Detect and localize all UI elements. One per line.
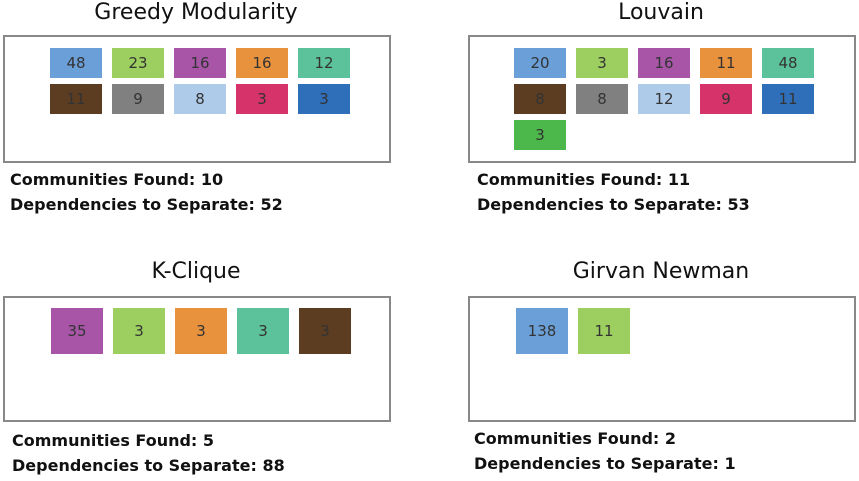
community: 11 (700, 48, 752, 78)
panel-frame (468, 35, 856, 163)
stat-label: Dependencies to Separate: (477, 195, 722, 214)
community: 23 (112, 48, 164, 78)
community: 48 (50, 48, 102, 78)
stat-value: 10 (200, 170, 224, 189)
community: 3 (237, 308, 289, 354)
stat-line: Communities Found: 2 (474, 429, 676, 448)
stat-label: Dependencies to Separate: (12, 456, 257, 475)
community: 12 (298, 48, 350, 78)
stat-value: 88 (262, 456, 285, 475)
panel-title: Greedy Modularity (94, 0, 298, 25)
stat-label: Dependencies to Separate: (10, 195, 255, 214)
community: 3 (298, 84, 350, 114)
stat-label: Communities Found: (12, 431, 198, 450)
stat-line: Dependencies to Separate: 88 (12, 456, 285, 475)
community: 9 (700, 84, 752, 114)
community: 12 (638, 84, 690, 114)
stat-line: Communities Found: 5 (12, 431, 214, 450)
community: 8 (576, 84, 628, 114)
panel-title: K-Clique (151, 259, 241, 284)
community: 48 (762, 48, 814, 78)
stat-value: 2 (664, 429, 677, 448)
community: 3 (514, 120, 566, 150)
community: 16 (236, 48, 288, 78)
stat-line: Dependencies to Separate: 52 (10, 195, 283, 214)
panel-frame (3, 296, 391, 422)
community: 3 (236, 84, 288, 114)
panel-frame (468, 296, 856, 422)
stat-value: 11 (667, 170, 691, 189)
panel-frame (3, 35, 391, 163)
community: 16 (638, 48, 690, 78)
stat-line: Communities Found: 11 (477, 170, 690, 189)
community: 11 (50, 84, 102, 114)
stat-value: 1 (724, 454, 736, 473)
stat-line: Dependencies to Separate: 1 (474, 454, 736, 473)
community: 138 (516, 308, 568, 354)
community: 3 (175, 308, 227, 354)
panel-title: Girvan Newman (572, 259, 750, 284)
community: 8 (514, 84, 566, 114)
stat-value: 52 (260, 195, 283, 214)
stat-label: Dependencies to Separate: (474, 454, 719, 473)
stat-label: Communities Found: (477, 170, 663, 189)
stat-value: 5 (202, 431, 215, 450)
community: 3 (576, 48, 628, 78)
community: 35 (51, 308, 103, 354)
community: 16 (174, 48, 226, 78)
community: 3 (113, 308, 165, 354)
stat-label: Communities Found: (474, 429, 660, 448)
stat-line: Dependencies to Separate: 53 (477, 195, 750, 214)
community: 8 (174, 84, 226, 114)
stat-label: Communities Found: (10, 170, 196, 189)
community: 20 (514, 48, 566, 78)
community: 9 (112, 84, 164, 114)
community: 11 (578, 308, 630, 354)
panel-title: Louvain (618, 0, 704, 25)
stat-value: 53 (727, 195, 750, 214)
community: 3 (299, 308, 351, 354)
stat-line: Communities Found: 10 (10, 170, 223, 189)
community: 11 (762, 84, 814, 114)
